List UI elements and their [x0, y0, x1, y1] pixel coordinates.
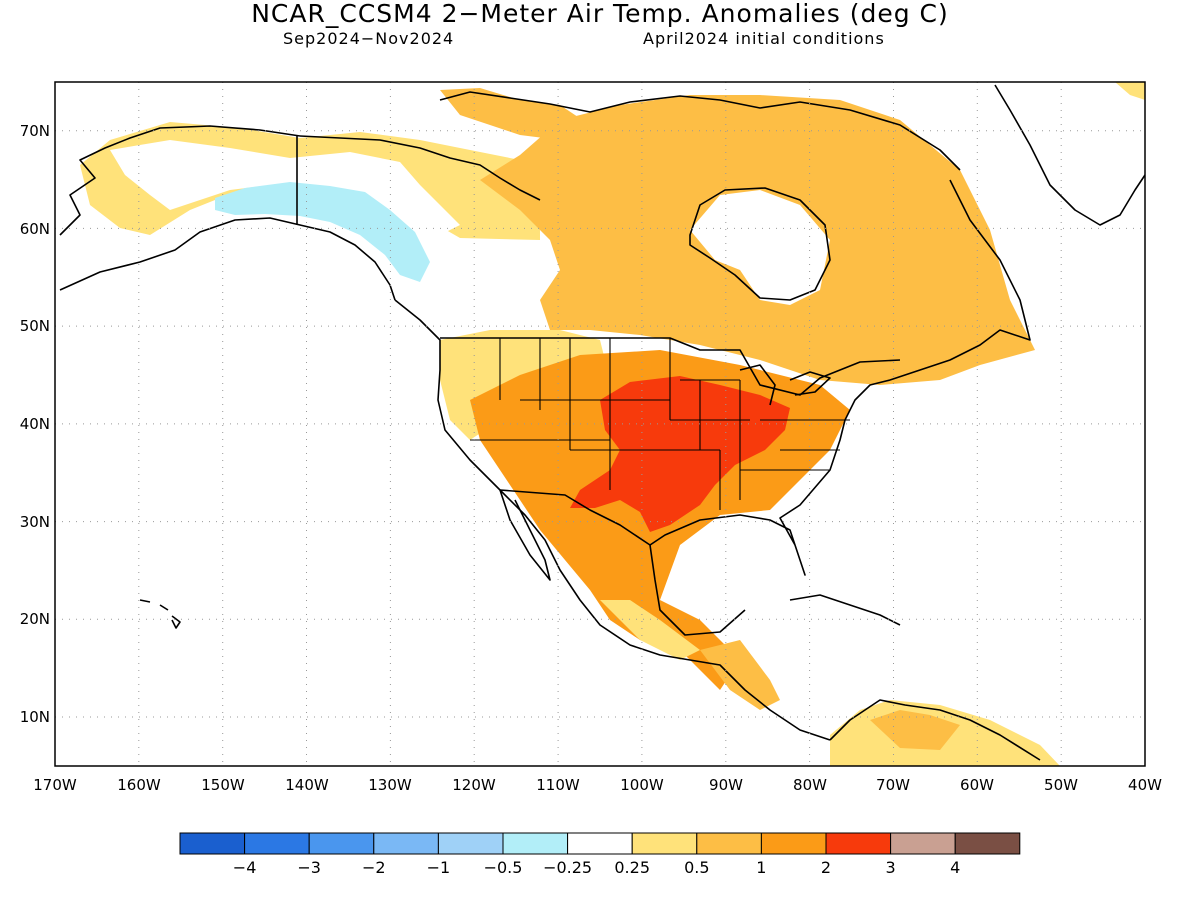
- lat-axis: 10N 20N 30N 40N 50N 60N 70N: [20, 122, 50, 726]
- coastline-baja: [499, 489, 551, 581]
- lon-axis: 170W 160W 150W 140W 130W 120W 110W 100W …: [33, 776, 1162, 794]
- colorbar-swatch: [696, 832, 762, 855]
- colorbar-swatch: [631, 832, 698, 855]
- lon-label: 100W: [620, 776, 664, 794]
- anomaly-region-mexico-yellow: [600, 600, 700, 660]
- lon-label: 50W: [1044, 776, 1078, 794]
- coastline-pacific: [394, 299, 831, 741]
- coastlines: [59, 84, 1145, 761]
- lon-label: 160W: [117, 776, 161, 794]
- colorbar-label: −3: [297, 858, 321, 877]
- colorbar-label: 0.25: [614, 858, 650, 877]
- colorbar-label: 1: [756, 858, 766, 877]
- colorbar-swatch: [179, 832, 246, 855]
- coastline-great-lakes: [739, 364, 831, 406]
- lon-label: 130W: [368, 776, 412, 794]
- colorbar-swatch: [760, 832, 827, 855]
- state-border-lines: [470, 338, 850, 510]
- anomaly-region-arctic-islands: [440, 88, 590, 140]
- colorbar-swatch: [502, 832, 569, 855]
- coastline-hudson-bay: [689, 187, 831, 301]
- colorbar-label: −2: [362, 858, 386, 877]
- anomaly-region-hudson-white: [690, 190, 830, 305]
- anomaly-region-south-america-orange: [870, 710, 960, 750]
- anomaly-region-greenland-yellow: [1115, 82, 1145, 100]
- colorbar: −4 −3 −2 −1 −0.5 −0.25 0.25 0.5 1 2 3 4: [179, 832, 1021, 877]
- lat-label: 20N: [20, 610, 50, 628]
- lon-label: 90W: [709, 776, 743, 794]
- lon-label: 150W: [201, 776, 245, 794]
- anomaly-region-yukon-white: [430, 240, 560, 330]
- lat-label: 40N: [20, 415, 50, 433]
- anomaly-region-greenland-white: [990, 82, 1145, 225]
- anomaly-region-cool-spot: [215, 182, 430, 282]
- coastline-east: [844, 179, 1031, 421]
- colorbar-label: 0.5: [684, 858, 709, 877]
- coastline-mexico-gulf: [649, 544, 746, 636]
- coastline-arctic-islands: [439, 91, 961, 171]
- lon-label: 140W: [285, 776, 329, 794]
- colorbar-label: 3: [886, 858, 896, 877]
- lon-label: 60W: [960, 776, 994, 794]
- border-us-canada: [440, 337, 901, 396]
- coastline-cuba: [789, 594, 901, 626]
- lat-label: 70N: [20, 122, 50, 140]
- lon-label: 110W: [536, 776, 580, 794]
- lon-label: 80W: [793, 776, 827, 794]
- colorbar-swatch: [437, 832, 504, 855]
- anomaly-region-caribbean-orange: [700, 640, 780, 710]
- coastline-alaska: [59, 125, 396, 301]
- colorbar-label: 4: [950, 858, 960, 877]
- initial-conditions: April2024 initial conditions: [643, 29, 885, 48]
- colorbar-swatch: [244, 832, 310, 855]
- coastline-hawaii: [139, 599, 181, 629]
- lon-label: 70W: [876, 776, 910, 794]
- colorbar-label: 2: [821, 858, 831, 877]
- colorbar-label: −0.5: [484, 858, 523, 877]
- border-us-mexico: [499, 489, 651, 546]
- map-title: NCAR_CCSM4 2−Meter Air Temp. Anomalies (…: [251, 0, 949, 28]
- forecast-period: Sep2024−Nov2024: [283, 29, 455, 48]
- coastline-south-america: [829, 699, 1041, 761]
- colorbar-swatch: [890, 832, 956, 855]
- coastline-arctic-canada: [299, 135, 541, 201]
- colorbar-swatch: [308, 832, 375, 855]
- coastline-greenland: [994, 84, 1145, 226]
- map-area: [55, 82, 1145, 766]
- map-frame: [54, 81, 1146, 767]
- colorbar-swatch: [954, 832, 1021, 855]
- lat-label: 60N: [20, 220, 50, 238]
- lon-label: 170W: [33, 776, 77, 794]
- lat-label: 50N: [20, 317, 50, 335]
- lon-label: 40W: [1128, 776, 1162, 794]
- colorbar-label: −1: [427, 858, 451, 877]
- colorbar-swatch: [825, 832, 892, 855]
- colorbar-label: −0.25: [543, 858, 592, 877]
- anomaly-shading: [80, 82, 1145, 766]
- colorbar-label: −4: [233, 858, 257, 877]
- colorbar-swatch: [567, 832, 633, 855]
- lon-label: 120W: [452, 776, 496, 794]
- anomaly-region-central-us-red: [570, 376, 790, 532]
- coastline-gulf: [649, 419, 846, 576]
- state-borders: [470, 338, 850, 510]
- colorbar-swatch: [373, 832, 439, 855]
- lat-label: 30N: [20, 513, 50, 531]
- lat-label: 10N: [20, 708, 50, 726]
